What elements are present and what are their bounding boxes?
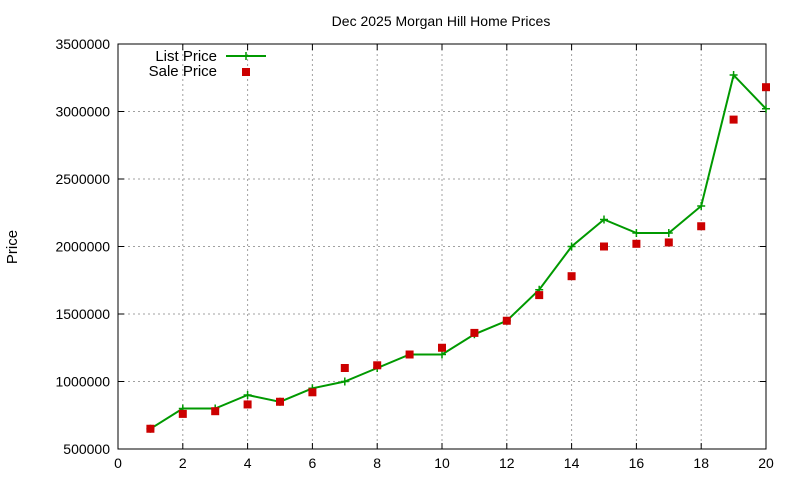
y-tick-label: 500000 (63, 441, 110, 457)
sale-price-point (146, 424, 155, 433)
sale-price-point (438, 343, 446, 352)
y-tick-label: 2500000 (55, 171, 110, 187)
sale-price-point (600, 242, 608, 251)
legend-label-sale-price: Sale Price (149, 63, 217, 80)
legend-label-list-price: List Price (155, 48, 217, 65)
list-price-point (600, 215, 608, 224)
y-tick-label: 2000000 (55, 239, 110, 255)
x-tick-labels: 0 2 4 6 8 10 12 14 16 18 20 (114, 455, 774, 471)
sale-price-point (405, 350, 414, 359)
sale-price-point (211, 407, 220, 416)
list-price-point (762, 104, 770, 113)
x-tick-label: 2 (179, 455, 187, 471)
x-tick-label: 20 (758, 455, 774, 471)
x-tick-label: 18 (693, 455, 709, 471)
list-price-point (632, 229, 641, 237)
y-tick-label: 1500000 (55, 306, 110, 322)
list-price-point (664, 229, 673, 237)
x-tick-label: 4 (244, 455, 252, 471)
x-tick-label: 14 (564, 455, 580, 471)
sale-price-point (567, 272, 576, 281)
sale-price-point (276, 397, 284, 406)
y-tick-label: 3000000 (55, 104, 110, 120)
legend-marker-sale-price (242, 68, 250, 76)
x-tick-label: 0 (114, 455, 122, 471)
y-tick-label: 3500000 (55, 36, 110, 52)
axis-ticks (117, 43, 767, 450)
sale-price-point (664, 238, 673, 247)
x-tick-label: 12 (499, 455, 515, 471)
sale-price-point (178, 409, 187, 418)
sale-price-point (243, 400, 252, 409)
legend-marker-list-price (242, 52, 250, 60)
list-price-point (340, 377, 349, 386)
sale-price-point (308, 388, 317, 397)
y-tick-labels: 500000 1000000 1500000 2000000 2500000 300000… (55, 36, 110, 457)
list-price-point (438, 350, 446, 359)
sale-price-point (697, 222, 706, 231)
sale-price-point (535, 291, 544, 300)
sale-price-point (340, 364, 349, 372)
x-tick-label: 8 (373, 455, 381, 471)
list-price-line (149, 73, 767, 430)
sale-price-point (762, 83, 770, 92)
sale-price-point (373, 361, 382, 370)
list-price-point (567, 242, 576, 251)
x-tick-label: 16 (629, 455, 645, 471)
chart-title: Dec 2025 Morgan Hill Home Prices (332, 13, 551, 29)
x-tick-label: 10 (434, 455, 450, 471)
sale-price-point (470, 328, 479, 337)
sale-price-point (632, 239, 641, 248)
data-series (146, 71, 770, 433)
y-axis-title: Price (4, 230, 21, 264)
y-tick-label: 1000000 (55, 374, 110, 390)
sale-price-point (502, 316, 511, 325)
x-tick-label: 6 (309, 455, 317, 471)
list-price-point (729, 71, 738, 80)
list-price-point (243, 391, 252, 399)
legend: List Price Sale Price (149, 48, 266, 80)
sale-price-point (729, 115, 738, 124)
grid-lines (118, 44, 766, 449)
list-price-point (697, 202, 706, 210)
legend-cross-path (242, 52, 250, 60)
